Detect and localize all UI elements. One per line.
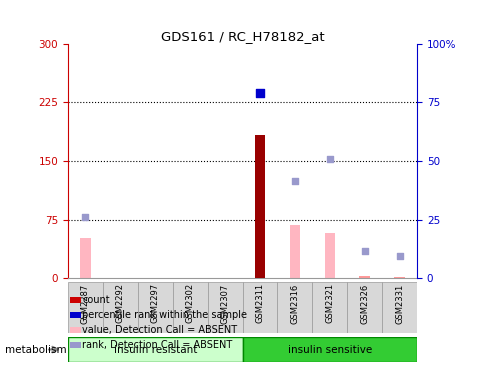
Bar [68, 282, 103, 333]
Point [360, 248, 368, 254]
Point [395, 253, 403, 259]
Point [256, 90, 263, 96]
Bar [381, 282, 416, 333]
Text: GSM2331: GSM2331 [394, 283, 403, 324]
Text: GSM2321: GSM2321 [325, 283, 333, 324]
Text: GSM2311: GSM2311 [255, 283, 264, 324]
Bar [289, 225, 300, 278]
Bar [80, 238, 91, 278]
Title: GDS161 / RC_H78182_at: GDS161 / RC_H78182_at [160, 30, 324, 43]
Text: insulin sensitive: insulin sensitive [287, 344, 371, 355]
Text: percentile rank within the sample: percentile rank within the sample [82, 310, 247, 320]
Bar [242, 282, 277, 333]
Bar [393, 277, 404, 278]
Text: GSM2316: GSM2316 [290, 283, 299, 324]
Text: GSM2292: GSM2292 [116, 283, 124, 323]
Bar [207, 282, 242, 333]
Text: GSM2297: GSM2297 [151, 283, 159, 324]
Bar [242, 337, 416, 362]
Bar [254, 135, 265, 278]
Bar [172, 282, 207, 333]
Bar [359, 276, 369, 278]
Bar [137, 282, 172, 333]
Point [325, 156, 333, 162]
Bar [103, 282, 137, 333]
Bar [312, 282, 347, 333]
Bar [324, 233, 334, 278]
Text: count: count [82, 295, 110, 305]
Bar [277, 282, 312, 333]
Text: GSM2287: GSM2287 [81, 283, 90, 324]
Bar [68, 337, 242, 362]
Text: value, Detection Call = ABSENT: value, Detection Call = ABSENT [82, 325, 237, 335]
Text: metabolism: metabolism [5, 344, 66, 355]
Text: GSM2326: GSM2326 [360, 283, 368, 324]
Text: GSM2307: GSM2307 [220, 283, 229, 324]
Bar [347, 282, 381, 333]
Point [81, 214, 89, 220]
Point [290, 178, 298, 184]
Text: GSM2302: GSM2302 [185, 283, 194, 324]
Text: insulin resistant: insulin resistant [113, 344, 197, 355]
Text: rank, Detection Call = ABSENT: rank, Detection Call = ABSENT [82, 340, 232, 350]
